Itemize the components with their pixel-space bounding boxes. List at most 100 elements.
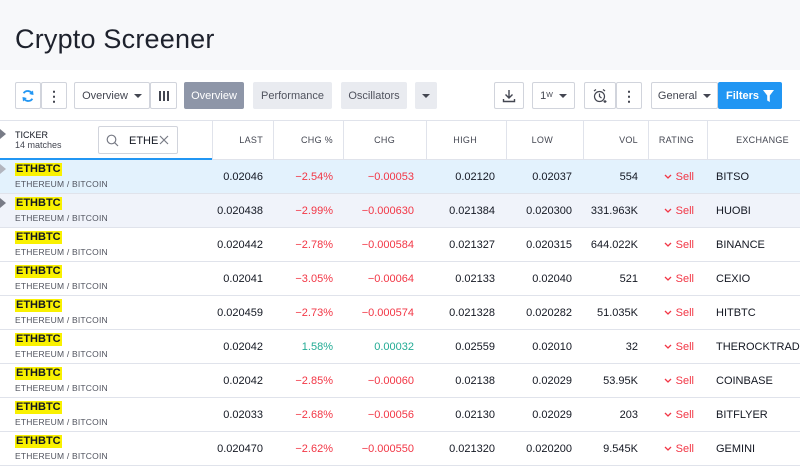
- columns-button[interactable]: [150, 82, 177, 109]
- ticker-description: ETHEREUM / BITCOIN: [15, 349, 108, 359]
- more-options-button[interactable]: ⋮: [41, 82, 67, 109]
- ticker-symbol[interactable]: ETHBTC: [15, 435, 62, 448]
- clear-icon[interactable]: [159, 135, 169, 145]
- more-tabs-button[interactable]: [415, 82, 437, 109]
- cell-chg-pct: −2.68%: [295, 408, 333, 421]
- column-header-last[interactable]: LAST: [212, 121, 273, 159]
- flag-icon[interactable]: [0, 198, 6, 208]
- filters-button[interactable]: Filters: [718, 82, 782, 109]
- table-row[interactable]: ETHBTC ETHEREUM / BITCOIN 0.020438 −2.99% −0…: [0, 194, 800, 228]
- cell-chg: −0.000550: [361, 442, 414, 455]
- rating-label: Sell: [675, 306, 694, 319]
- chevron-down-icon: [558, 93, 567, 98]
- table-row[interactable]: ETHBTC ETHEREUM / BITCOIN 0.02042 −2.85% −0.…: [0, 364, 800, 398]
- cell-low: 0.02029: [532, 374, 572, 387]
- column-header-rating[interactable]: RATING: [648, 121, 707, 159]
- column-header-low[interactable]: LOW: [506, 121, 583, 159]
- cell-high: 0.02138: [455, 374, 495, 387]
- cell-vol: 521: [619, 272, 638, 285]
- ticker-column-header[interactable]: TICKER 14 matches: [15, 130, 62, 150]
- table-row[interactable]: ETHBTC ETHEREUM / BITCOIN 0.02033 −2.68% −0.…: [0, 398, 800, 432]
- cell-last: 0.020459: [217, 306, 263, 319]
- cell-vol: 53.95K: [603, 374, 638, 387]
- ticker-description: ETHEREUM / BITCOIN: [15, 281, 108, 291]
- chevron-down-icon: [664, 443, 672, 455]
- cell-low: 0.020200: [526, 442, 572, 455]
- cell-high: 0.021327: [449, 238, 495, 251]
- cell-last: 0.02042: [223, 374, 263, 387]
- ticker-symbol[interactable]: ETHBTC: [15, 163, 62, 176]
- cell-rating: Sell: [648, 330, 707, 363]
- cell-last: 0.02042: [223, 340, 263, 353]
- column-header-chg[interactable]: CHG: [343, 121, 426, 159]
- ticker-symbol[interactable]: ETHBTC: [15, 299, 62, 312]
- cell-exchange: THEROCKTRADING: [716, 340, 800, 353]
- ticker-search-input[interactable]: ETHE: [98, 126, 178, 154]
- download-button[interactable]: [494, 82, 524, 109]
- ticker-symbol[interactable]: ETHBTC: [15, 333, 62, 346]
- ticker-description: ETHEREUM / BITCOIN: [15, 451, 108, 461]
- cell-chg: 0.00032: [374, 340, 414, 353]
- cell-last: 0.02046: [223, 170, 263, 183]
- cell-chg: −0.00064: [367, 272, 414, 285]
- column-header-chg-pct[interactable]: CHG %: [273, 121, 343, 159]
- chevron-down-icon: [133, 93, 142, 98]
- ticker-symbol[interactable]: ETHBTC: [15, 197, 62, 210]
- column-header-exchange[interactable]: EXCHANGE: [707, 121, 800, 159]
- table-header: TICKER 14 matches ETHE LAST CHG % CHG HI…: [0, 120, 800, 160]
- create-alert-button[interactable]: [584, 82, 616, 109]
- cell-vol: 32: [625, 340, 638, 353]
- cell-exchange: BITFLYER: [716, 408, 768, 421]
- ticker-symbol[interactable]: ETHBTC: [15, 401, 62, 414]
- cell-exchange: HITBTC: [716, 306, 756, 319]
- search-underline: [0, 158, 212, 160]
- ticker-symbol[interactable]: ETHBTC: [15, 367, 62, 380]
- chevron-down-icon: [664, 239, 672, 251]
- group-dropdown[interactable]: General: [651, 82, 718, 109]
- toolbar: ⋮ Overview Overview Performance Oscillat…: [0, 70, 800, 120]
- cell-low: 0.02037: [532, 170, 572, 183]
- table-row[interactable]: ETHBTC ETHEREUM / BITCOIN 0.020442 −2.78% −0…: [0, 228, 800, 262]
- column-header-vol[interactable]: VOL: [583, 121, 648, 159]
- column-header-high[interactable]: HIGH: [426, 121, 506, 159]
- cell-high: 0.02133: [455, 272, 495, 285]
- table-row[interactable]: ETHBTC ETHEREUM / BITCOIN 0.020459 −2.73% −0…: [0, 296, 800, 330]
- cell-high: 0.021384: [449, 204, 495, 217]
- tab-performance[interactable]: Performance: [253, 82, 332, 109]
- tab-overview[interactable]: Overview: [184, 82, 244, 109]
- cell-chg: −0.00053: [367, 170, 414, 183]
- flag-icon[interactable]: [0, 164, 6, 174]
- overview-dropdown[interactable]: Overview: [74, 82, 150, 109]
- table-row[interactable]: ETHBTC ETHEREUM / BITCOIN 0.02046 −2.54% −0.…: [0, 160, 800, 194]
- cell-chg-pct: −2.99%: [295, 204, 333, 217]
- search-icon: [106, 134, 119, 147]
- cell-chg: −0.00056: [367, 408, 414, 421]
- cell-low: 0.02010: [532, 340, 572, 353]
- table-row[interactable]: ETHBTC ETHEREUM / BITCOIN 0.02041 −3.05% −0.…: [0, 262, 800, 296]
- filter-funnel-icon: [763, 89, 774, 102]
- table-row[interactable]: ETHBTC ETHEREUM / BITCOIN 0.02042 1.58% 0.00…: [0, 330, 800, 364]
- chevron-down-icon: [664, 307, 672, 319]
- refresh-button[interactable]: [15, 82, 41, 109]
- table-row[interactable]: ETHBTC ETHEREUM / BITCOIN 0.020470 −2.62% −0…: [0, 432, 800, 466]
- ticker-description: ETHEREUM / BITCOIN: [15, 315, 108, 325]
- cell-high: 0.02130: [455, 408, 495, 421]
- cell-rating: Sell: [648, 262, 707, 295]
- ticker-symbol[interactable]: ETHBTC: [15, 231, 62, 244]
- cell-vol: 51.035K: [597, 306, 638, 319]
- interval-sup: W: [546, 92, 553, 99]
- tab-oscillators[interactable]: Oscillators: [341, 82, 407, 109]
- cell-rating: Sell: [648, 398, 707, 431]
- cell-chg: −0.000630: [361, 204, 414, 217]
- chevron-down-icon: [664, 375, 672, 387]
- alert-options-button[interactable]: ⋮: [616, 82, 642, 109]
- search-value: ETHE: [129, 135, 159, 147]
- cell-chg: −0.00060: [367, 374, 414, 387]
- chevron-down-icon: [664, 409, 672, 421]
- cell-chg: −0.000574: [361, 306, 414, 319]
- cell-chg-pct: −2.62%: [295, 442, 333, 455]
- ticker-symbol[interactable]: ETHBTC: [15, 265, 62, 278]
- interval-label: 1: [540, 89, 547, 102]
- matches-count: 14 matches: [15, 140, 62, 150]
